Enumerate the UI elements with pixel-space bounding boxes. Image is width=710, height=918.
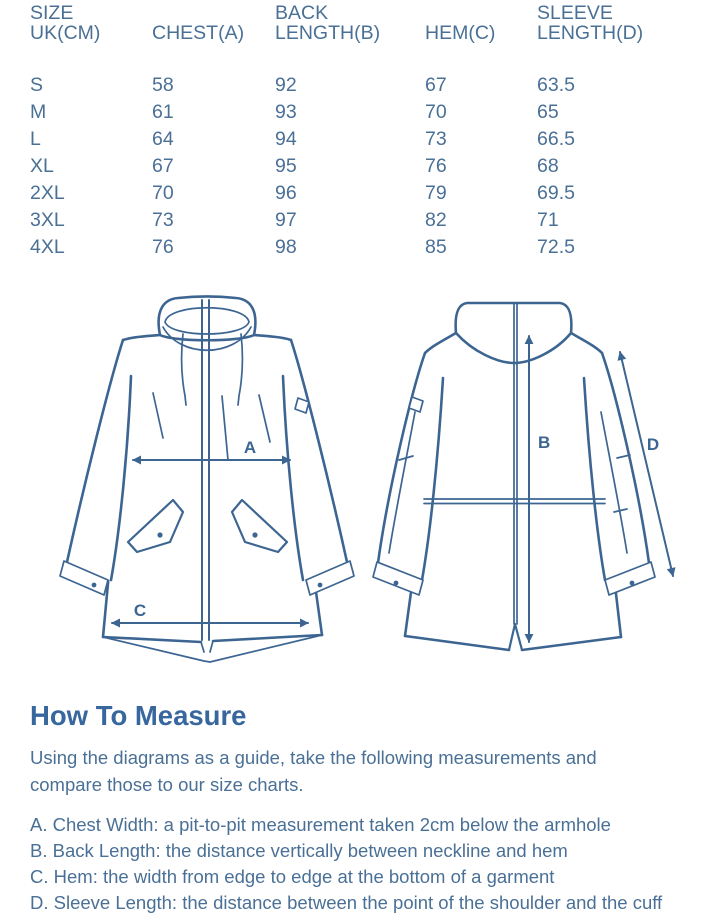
- col-header-line: BACK: [275, 2, 329, 24]
- col-header-line: SIZE: [30, 2, 74, 24]
- table-row: 4XL 76 98 85 72.5: [30, 234, 710, 261]
- table-cell: M: [30, 101, 47, 123]
- size-table-header: SIZE UK(CM) CHEST(A) BACK LENGTH(B) HEM(…: [30, 3, 710, 43]
- table-cell: L: [30, 128, 41, 150]
- jacket-front-diagram: A C: [59, 295, 355, 663]
- col-header-line: UK(CM): [30, 22, 101, 44]
- col-header-back-length: BACK LENGTH(B): [275, 3, 425, 43]
- size-table-body: S 58 92 67 63.5 M 61 93 70 65 L 64 94 73…: [30, 72, 710, 261]
- front-pockets: [126, 498, 289, 554]
- table-cell: 85: [425, 236, 447, 258]
- front-drawstrings: [180, 333, 244, 406]
- table-cell: 76: [152, 236, 174, 258]
- col-header-size: SIZE UK(CM): [30, 3, 152, 43]
- col-header-line: [425, 3, 537, 23]
- table-cell: 2XL: [30, 182, 65, 204]
- garment-diagrams: A C: [0, 290, 710, 685]
- hem-width-arrow-c: C: [111, 601, 309, 628]
- table-cell: 71: [537, 209, 559, 231]
- how-to-measure-section: How To Measure Using the diagrams as a g…: [30, 698, 698, 916]
- label-d: D: [647, 435, 659, 454]
- table-cell: 79: [425, 182, 447, 204]
- jacket-back-diagram: B D: [372, 301, 676, 652]
- table-row: 3XL 73 97 82 71: [30, 207, 710, 234]
- table-cell: 95: [275, 155, 297, 177]
- table-cell: 3XL: [30, 209, 65, 231]
- table-row: L 64 94 73 66.5: [30, 126, 710, 153]
- table-cell: 4XL: [30, 236, 65, 258]
- table-cell: 92: [275, 74, 297, 96]
- table-cell: 69.5: [537, 182, 575, 204]
- front-placket: [152, 299, 271, 641]
- table-cell: 65: [537, 101, 559, 123]
- back-seams: [423, 302, 606, 625]
- measure-item-hem: C. Hem: the width from edge to edge at t…: [30, 866, 555, 887]
- table-row: 2XL 70 96 79 69.5: [30, 180, 710, 207]
- table-cell: 61: [152, 101, 174, 123]
- col-header-chest: CHEST(A): [152, 3, 275, 43]
- table-cell: 76: [425, 155, 447, 177]
- table-cell: 96: [275, 182, 297, 204]
- table-cell: 67: [425, 74, 447, 96]
- col-header-line: CHEST(A): [152, 22, 245, 44]
- table-cell: 64: [152, 128, 174, 150]
- table-cell: 58: [152, 74, 174, 96]
- front-sleeves: [65, 338, 349, 582]
- measure-item-chest: A. Chest Width: a pit-to-pit measurement…: [30, 814, 611, 835]
- col-header-line: HEM(C): [425, 22, 496, 44]
- front-fishtail: [102, 634, 323, 663]
- chest-width-arrow-a: A: [132, 438, 291, 465]
- col-header-line: LENGTH(B): [275, 22, 381, 44]
- sleeve-length-arrow-d: D: [617, 351, 676, 577]
- col-header-line: SLEEVE: [537, 2, 613, 24]
- table-cell: 66.5: [537, 128, 575, 150]
- col-header-hem: HEM(C): [425, 3, 537, 43]
- table-row: S 58 92 67 63.5: [30, 72, 710, 99]
- table-cell: 70: [152, 182, 174, 204]
- table-row: M 61 93 70 65: [30, 99, 710, 126]
- table-cell: 70: [425, 101, 447, 123]
- table-cell: 82: [425, 209, 447, 231]
- table-cell: 73: [425, 128, 447, 150]
- table-cell: 63.5: [537, 74, 575, 96]
- table-cell: 72.5: [537, 236, 575, 258]
- table-cell: 97: [275, 209, 297, 231]
- table-row: XL 67 95 76 68: [30, 153, 710, 180]
- measure-item-sleeve-length: D. Sleeve Length: the distance between t…: [30, 892, 663, 913]
- table-cell: 68: [537, 155, 559, 177]
- table-cell: S: [30, 74, 44, 96]
- label-a: A: [244, 438, 256, 457]
- front-cuffs: [59, 560, 355, 596]
- col-header-sleeve-length: SLEEVE LENGTH(D): [537, 3, 710, 43]
- col-header-line: [152, 3, 275, 23]
- label-b: B: [538, 433, 550, 452]
- table-cell: 67: [152, 155, 174, 177]
- col-header-line: LENGTH(D): [537, 22, 644, 44]
- table-cell: 93: [275, 101, 297, 123]
- back-length-arrow-b: B: [524, 335, 550, 643]
- table-cell: XL: [30, 155, 54, 177]
- table-cell: 98: [275, 236, 297, 258]
- front-hood: [157, 295, 257, 352]
- how-to-measure-intro: Using the diagrams as a guide, take the …: [30, 747, 597, 795]
- how-to-measure-title: How To Measure: [30, 700, 247, 731]
- front-shoulders: [121, 333, 293, 342]
- table-cell: 73: [152, 209, 174, 231]
- table-cell: 94: [275, 128, 297, 150]
- size-table: SIZE UK(CM) CHEST(A) BACK LENGTH(B) HEM(…: [30, 3, 710, 261]
- label-c: C: [134, 601, 146, 620]
- measure-item-back-length: B. Back Length: the distance vertically …: [30, 840, 568, 861]
